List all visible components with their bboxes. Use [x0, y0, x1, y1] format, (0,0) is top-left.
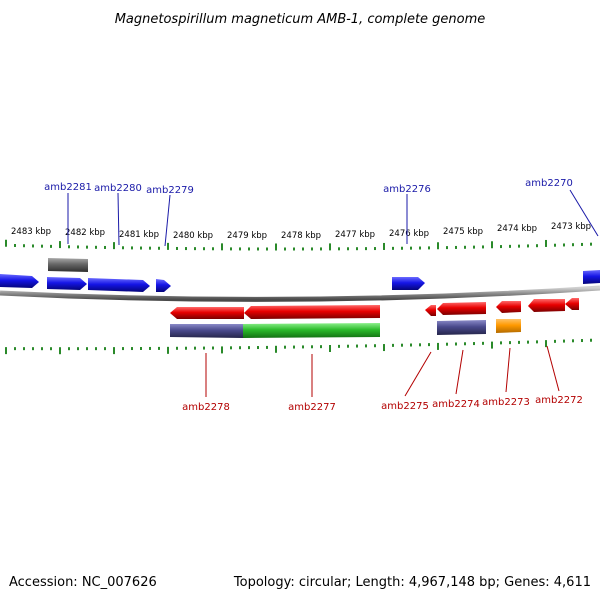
leader-amb2270 [569, 189, 599, 237]
gene-arrow-amb2278[interactable] [170, 307, 244, 319]
leader-amb2279 [164, 194, 171, 247]
gene-label-amb2279[interactable]: amb2279 [146, 185, 194, 196]
scale-label-2483: 2483 kbp [11, 227, 51, 237]
protein-bar-amb2274[interactable] [437, 320, 486, 335]
topology-text: Topology: circular; Length: 4,967,148 bp… [233, 575, 591, 590]
scale-label-2481: 2481 kbp [119, 230, 159, 240]
accession-text: Accession: NC_007626 [9, 575, 157, 590]
gene-label-amb2275[interactable]: amb2275 [381, 401, 429, 412]
gene-label-amb2273[interactable]: amb2273 [482, 397, 530, 408]
gene-arrow-amb2274[interactable] [437, 302, 486, 315]
gene-arrow-amb2272[interactable] [528, 299, 565, 312]
leader-amb2280 [117, 192, 120, 246]
gene-arrow-amb2281[interactable] [47, 277, 87, 290]
protein-bar-amb2281[interactable] [48, 258, 88, 272]
scale-ticks-top [5, 239, 592, 251]
leader-amb2273 [505, 347, 511, 393]
gene-label-amb2280[interactable]: amb2280 [94, 183, 142, 194]
leader-amb2275 [404, 351, 432, 397]
top-gene-labels: amb2281 amb2280 amb2279 amb2276 amb2270 [44, 178, 573, 196]
gene-arrow-amb2273[interactable] [496, 301, 521, 313]
scale-label-2475: 2475 kbp [443, 227, 483, 237]
gene-label-amb2276[interactable]: amb2276 [383, 184, 431, 195]
bottom-gene-labels: amb2278 amb2277 amb2275 amb2274 amb2273 … [182, 395, 583, 413]
reverse-strand-genes [170, 298, 579, 319]
scale-label-2479: 2479 kbp [227, 231, 267, 241]
scale-label-2477: 2477 kbp [335, 230, 375, 240]
protein-bar-amb2278[interactable] [170, 324, 243, 338]
protein-bar-amb2273[interactable] [496, 319, 521, 333]
scale-label-2474: 2474 kbp [497, 224, 537, 234]
scale-ticks-bottom [5, 338, 592, 355]
leader-amb2272 [546, 345, 560, 392]
scale-labels: 2483 kbp 2482 kbp 2481 kbp 2480 kbp 2479… [11, 222, 591, 241]
gene-label-amb2277[interactable]: amb2277 [288, 402, 336, 413]
leader-amb2274 [455, 349, 464, 395]
scale-label-2478: 2478 kbp [281, 231, 321, 241]
gene-label-amb2270[interactable]: amb2270 [525, 178, 573, 189]
scale-label-2480: 2480 kbp [173, 231, 213, 241]
gene-label-amb2272[interactable]: amb2272 [535, 395, 583, 406]
forward-strand-genes [0, 270, 600, 292]
scale-label-2473: 2473 kbp [551, 222, 591, 232]
gene-arrow-forward-1[interactable] [0, 274, 39, 288]
gene-arrow-amb2280[interactable] [88, 278, 150, 292]
gene-label-amb2274[interactable]: amb2274 [432, 399, 480, 410]
gene-arrow-amb2275[interactable] [425, 305, 436, 316]
bottom-leader-lines [205, 345, 560, 397]
gene-arrow-amb2277[interactable] [244, 305, 380, 319]
gene-label-amb2281[interactable]: amb2281 [44, 182, 92, 193]
genome-backbone [0, 285, 600, 302]
gene-arrow-amb2279[interactable] [156, 279, 171, 292]
scale-label-2482: 2482 kbp [65, 228, 105, 238]
gene-arrow-amb2276[interactable] [392, 277, 425, 290]
gene-arrow-amb2270[interactable] [583, 270, 600, 284]
map-title: Magnetospirillum magneticum AMB-1, compl… [115, 12, 486, 27]
protein-features [170, 319, 521, 338]
scale-label-2476: 2476 kbp [389, 229, 429, 239]
protein-bar-amb2277[interactable] [243, 323, 380, 338]
gene-label-amb2278[interactable]: amb2278 [182, 402, 230, 413]
gene-arrow-amb2271[interactable] [565, 298, 579, 310]
top-leader-lines [67, 189, 599, 247]
